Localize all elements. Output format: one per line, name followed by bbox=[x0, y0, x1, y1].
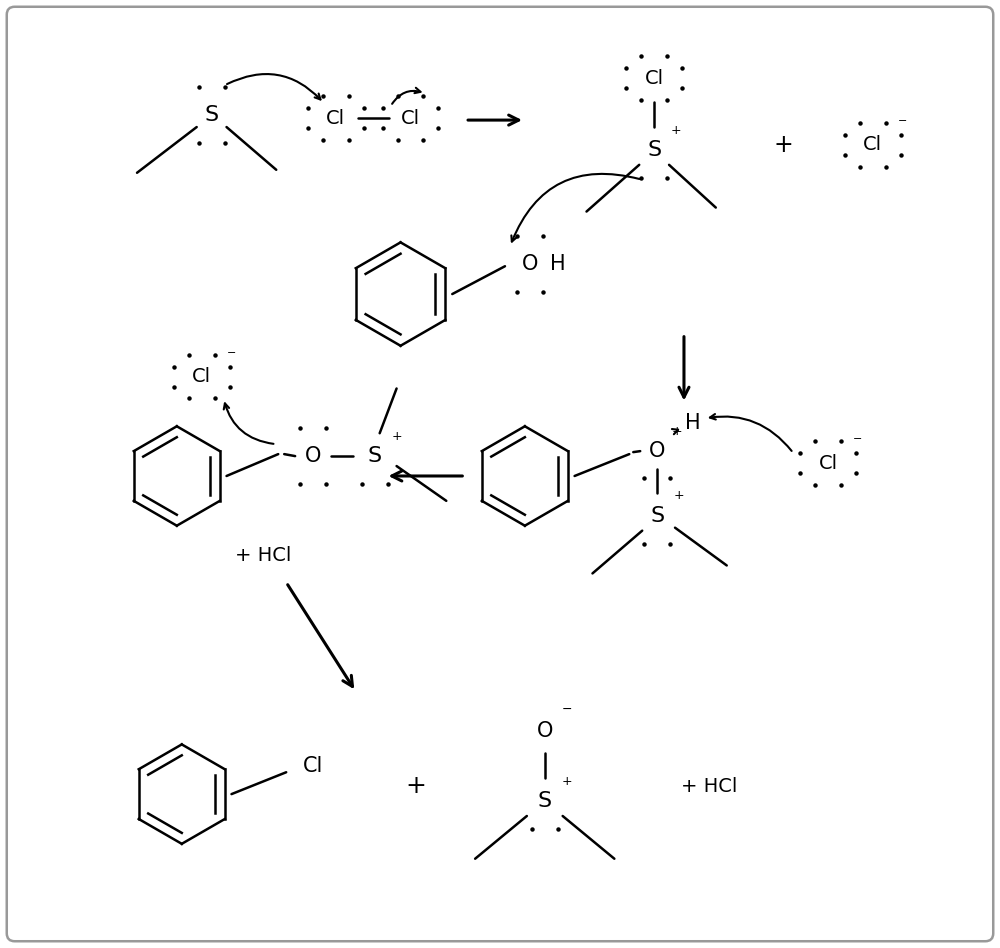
Text: S: S bbox=[647, 140, 661, 160]
Text: H: H bbox=[685, 413, 701, 433]
Text: S: S bbox=[650, 505, 664, 526]
Text: O: O bbox=[649, 441, 665, 461]
Text: S: S bbox=[205, 105, 219, 125]
Text: +: + bbox=[561, 775, 572, 788]
Text: Cl: Cl bbox=[303, 757, 323, 776]
Text: −: − bbox=[227, 348, 236, 357]
Text: + HCl: + HCl bbox=[681, 776, 737, 795]
Text: −: − bbox=[898, 116, 907, 126]
Text: O: O bbox=[537, 721, 553, 741]
Text: O: O bbox=[305, 447, 321, 466]
Text: +: + bbox=[672, 425, 682, 438]
Text: +: + bbox=[391, 429, 402, 443]
Text: +: + bbox=[774, 133, 793, 157]
Text: S: S bbox=[368, 447, 382, 466]
Text: Cl: Cl bbox=[863, 136, 882, 155]
Text: Cl: Cl bbox=[326, 109, 345, 128]
Text: +: + bbox=[671, 123, 681, 137]
Text: O: O bbox=[522, 254, 538, 274]
Text: +: + bbox=[674, 489, 684, 502]
Text: + HCl: + HCl bbox=[235, 546, 292, 565]
Text: −: − bbox=[853, 434, 862, 445]
Text: S: S bbox=[538, 791, 552, 811]
Text: Cl: Cl bbox=[401, 109, 420, 128]
Text: Cl: Cl bbox=[645, 69, 664, 88]
Text: Cl: Cl bbox=[819, 453, 838, 472]
Text: −: − bbox=[561, 703, 572, 716]
Text: +: + bbox=[405, 775, 426, 798]
FancyBboxPatch shape bbox=[7, 7, 993, 941]
Text: H: H bbox=[550, 254, 565, 274]
Text: Cl: Cl bbox=[192, 367, 211, 386]
